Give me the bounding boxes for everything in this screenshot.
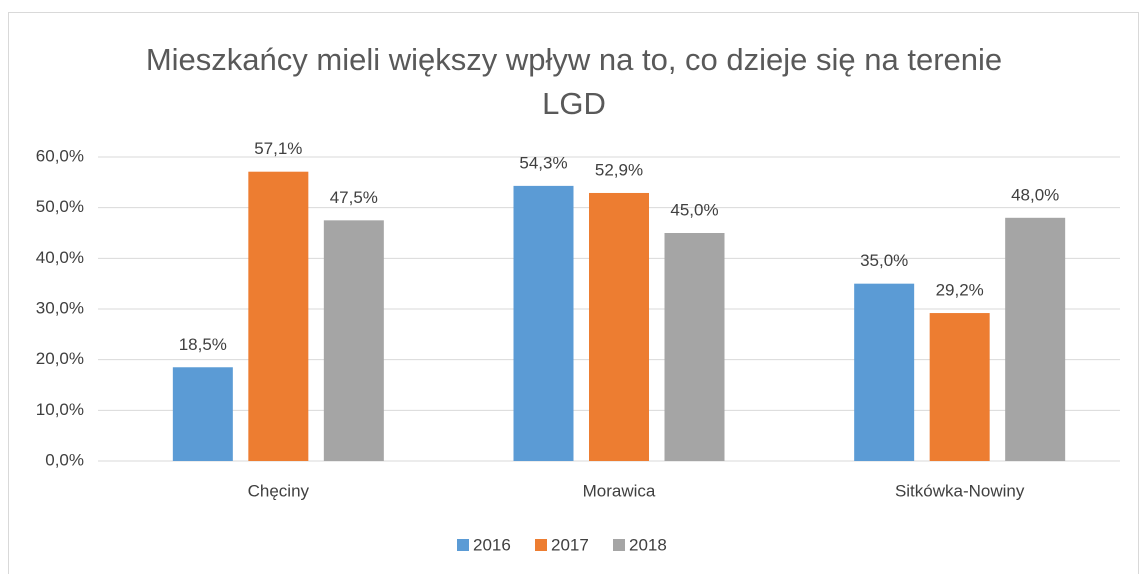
bar [854,283,915,461]
bar [513,185,574,461]
y-tick-label: 30,0% [36,298,84,317]
legend-swatch [613,539,625,551]
bar [323,220,384,461]
x-tick-label: Morawica [583,481,656,500]
data-label: 52,9% [595,160,643,179]
data-label: 45,0% [670,200,718,219]
data-label: 29,2% [936,281,984,300]
x-tick-label: Chęciny [248,481,310,500]
bar [929,313,990,461]
bar [664,233,725,461]
y-tick-label: 10,0% [36,400,84,419]
chart-border [8,12,1139,574]
chart-title: Mieszkańcy mieli większy wpływ na to, co… [145,42,1003,121]
legend-label: 2018 [629,535,667,554]
x-tick-label: Sitkówka-Nowiny [895,481,1025,500]
data-label: 48,0% [1011,185,1059,204]
bar [1005,217,1066,461]
legend-label: 2016 [473,535,511,554]
data-label: 54,3% [519,153,567,172]
data-label: 35,0% [860,251,908,270]
data-label: 47,5% [330,188,378,207]
y-tick-label: 40,0% [36,248,84,267]
bar [248,171,309,461]
legend-swatch [457,539,469,551]
legend-label: 2017 [551,535,589,554]
bar [589,192,649,461]
data-label: 18,5% [179,335,227,354]
legend-swatch [535,539,547,551]
bar [172,367,233,461]
y-tick-label: 20,0% [36,349,84,368]
data-label: 57,1% [254,139,302,158]
y-tick-label: 60,0% [36,146,84,165]
y-tick-label: 50,0% [36,197,84,216]
y-tick-label: 0,0% [45,450,84,469]
